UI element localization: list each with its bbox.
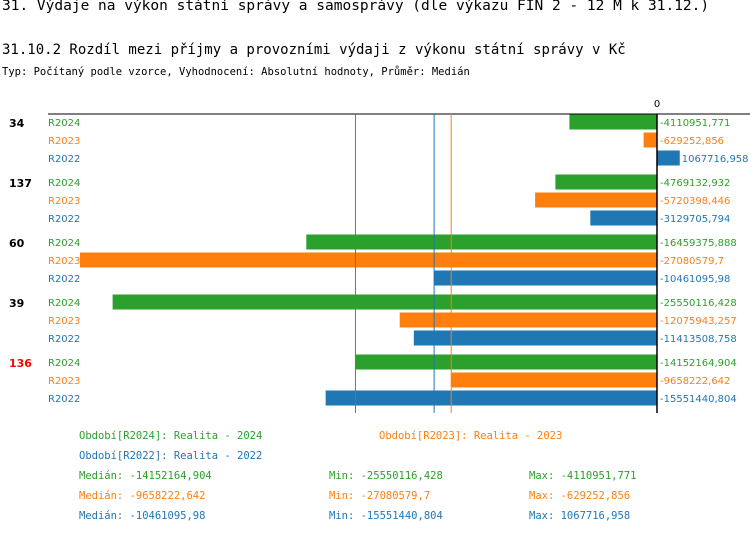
series-label: R2022	[48, 154, 80, 165]
group-label: 34	[9, 117, 25, 130]
value-label: -12075943,257	[660, 316, 737, 327]
series-label: R2024	[48, 238, 80, 249]
value-label: 1067716,958	[682, 154, 749, 165]
bar-39-r2023	[399, 312, 657, 328]
value-label: -27080579,7	[660, 256, 724, 267]
bar-137-r2024	[555, 174, 657, 190]
series-label: R2023	[48, 256, 80, 267]
series-label: R2023	[48, 196, 80, 207]
series-label: R2022	[48, 214, 80, 225]
bar-34-r2023	[643, 132, 657, 148]
value-label: -25550116,428	[660, 298, 737, 309]
series-label: R2023	[48, 136, 80, 147]
value-label: -10461095,98	[660, 274, 730, 285]
chart-title: 31.10.2 Rozdíl mezi příjmy a provozními …	[2, 42, 626, 58]
group-label: 60	[9, 237, 25, 250]
series-label: R2024	[48, 298, 80, 309]
chart-subtitle: Typ: Počítaný podle vzorce, Vyhodnocení:…	[2, 66, 470, 78]
value-label: -5720398,446	[660, 196, 730, 207]
group-label: 137	[9, 177, 32, 190]
value-label: -11413508,758	[660, 334, 737, 345]
series-label: R2022	[48, 394, 80, 405]
value-label: -4769132,932	[660, 178, 730, 189]
series-label: R2024	[48, 118, 80, 129]
series-label: R2022	[48, 334, 80, 345]
bar-39-r2022	[413, 330, 657, 346]
series-label: R2023	[48, 316, 80, 327]
bar-136-r2024	[355, 354, 657, 370]
value-label: -15551440,804	[660, 394, 737, 405]
value-label: -16459375,888	[660, 238, 737, 249]
bar-60-r2024	[306, 234, 657, 250]
zero-tick-label: 0	[654, 99, 660, 110]
bar-137-r2023	[535, 192, 657, 208]
page-title: 31. Výdaje na výkon státní správy a samo…	[2, 0, 710, 14]
value-label: -9658222,642	[660, 376, 730, 387]
group-label: 39	[9, 297, 24, 310]
bar-34-r2022	[657, 150, 680, 166]
value-label: -4110951,771	[660, 118, 730, 129]
series-label: R2023	[48, 376, 80, 387]
bar-136-r2022	[325, 390, 657, 406]
bar-39-r2024	[112, 294, 657, 310]
value-label: -629252,856	[660, 136, 724, 147]
series-label: R2024	[48, 178, 80, 189]
value-label: -3129705,794	[660, 214, 730, 225]
bar-60-r2023	[80, 252, 657, 268]
bar-34-r2024	[569, 114, 657, 130]
group-label: 136	[9, 357, 32, 370]
bar-136-r2023	[451, 372, 657, 388]
series-label: R2022	[48, 274, 80, 285]
series-label: R2024	[48, 358, 80, 369]
value-label: -14152164,904	[660, 358, 737, 369]
bar-137-r2022	[590, 210, 657, 226]
bar-60-r2022	[434, 270, 657, 286]
